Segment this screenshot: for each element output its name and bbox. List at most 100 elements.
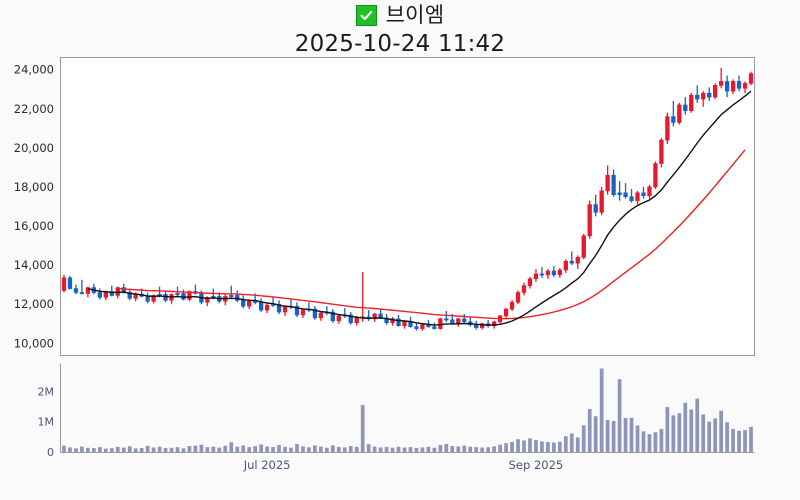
volume-bar — [121, 447, 126, 452]
volume-bar — [731, 428, 735, 452]
candlestick — [617, 181, 622, 201]
volume-bar — [438, 445, 443, 452]
volume-bar — [181, 448, 186, 452]
candlestick — [521, 282, 527, 296]
volume-bar — [641, 431, 646, 452]
candlestick — [635, 190, 640, 205]
volume-bar — [492, 446, 496, 452]
candlestick — [420, 323, 425, 331]
volume-bar — [92, 448, 96, 452]
volume-bar — [313, 445, 317, 452]
candlestick — [659, 138, 664, 168]
candlestick — [480, 322, 485, 330]
candlestick — [569, 251, 574, 266]
volume-bar — [354, 446, 359, 452]
candlestick — [330, 309, 335, 323]
candlestick — [713, 83, 718, 100]
volume-bar — [378, 447, 383, 452]
price-y-tick-label: 14,000 — [14, 258, 54, 272]
volume-bar — [217, 447, 222, 452]
candlestick — [79, 279, 85, 295]
volume-y-axis: 0 1M 2M — [38, 385, 55, 459]
candlestick — [641, 186, 646, 199]
volume-bar — [695, 398, 700, 452]
volume-bar — [671, 415, 676, 452]
volume-bar — [396, 446, 401, 452]
candlestick — [61, 274, 67, 293]
volume-bar — [563, 436, 568, 452]
price-y-axis: 10,000 12,000 14,000 16,000 18,000 20,000 22,0… — [14, 63, 54, 351]
candlestick — [503, 308, 509, 318]
candlestick — [462, 313, 467, 324]
volume-bar — [647, 434, 652, 452]
volume-bar — [516, 439, 520, 452]
volume-bar — [199, 444, 204, 452]
candlestick — [432, 322, 437, 330]
volume-bar — [139, 447, 144, 452]
candlestick — [456, 317, 461, 327]
candlestick — [444, 311, 449, 322]
volume-bar — [169, 447, 174, 452]
candlestick — [742, 81, 748, 94]
volume-bar — [408, 447, 413, 452]
volume-bar — [384, 446, 389, 452]
volume-bar — [665, 407, 670, 452]
chart-timestamp: 2025-10-24 11:42 — [294, 31, 506, 57]
volume-bar — [432, 447, 437, 452]
volume-bar — [235, 446, 240, 452]
volume-bar — [330, 445, 335, 452]
volume-bar — [552, 442, 556, 452]
candlestick — [629, 188, 634, 203]
candlestick — [593, 194, 598, 217]
candlestick — [414, 322, 419, 331]
volume-bar — [689, 409, 694, 452]
volume-bar — [444, 443, 449, 452]
price-panel-background — [60, 57, 755, 356]
chart-header: 브이엠 2025-10-24 11:42 — [0, 0, 800, 58]
volume-bar — [743, 430, 747, 452]
check-mark-icon — [355, 4, 377, 26]
price-y-tick-label: 18,000 — [14, 180, 54, 194]
volume-bar — [157, 446, 162, 452]
volume-bar — [307, 447, 311, 452]
candlestick — [575, 255, 580, 270]
candlestick — [545, 269, 551, 279]
candlestick — [109, 285, 114, 297]
price-y-tick-label: 20,000 — [14, 141, 54, 155]
x-axis: Jul 2025 Sep 2025 — [243, 458, 564, 472]
candlestick — [515, 290, 521, 305]
candlestick — [748, 71, 754, 86]
candlestick — [127, 289, 132, 301]
volume-bar — [175, 447, 180, 452]
volume-bar — [522, 440, 526, 452]
volume-bar — [241, 445, 246, 452]
volume-bar — [504, 443, 508, 452]
volume-bar — [707, 421, 712, 452]
volume-bar — [713, 418, 718, 452]
volume-bar — [301, 446, 305, 452]
volume-bar — [540, 441, 544, 452]
candlestick — [623, 183, 628, 199]
volume-bar — [456, 446, 461, 452]
x-tick-label: Jul 2025 — [243, 458, 291, 472]
volume-bar — [623, 418, 628, 452]
candlestick — [438, 317, 443, 330]
x-tick-label: Sep 2025 — [509, 458, 564, 472]
volume-bar — [289, 447, 293, 452]
volume-bar — [145, 445, 150, 452]
volume-bar — [725, 422, 729, 452]
volume-bar — [575, 437, 580, 452]
volume-bar — [336, 446, 341, 452]
volume-bar — [420, 447, 425, 452]
volume-y-tick-label: 2M — [38, 385, 55, 398]
volume-bar — [360, 404, 365, 452]
volume-bar — [265, 446, 269, 452]
page-title: 브이엠 — [385, 3, 445, 27]
moving-average-lines — [87, 90, 752, 326]
volume-bar — [319, 446, 323, 452]
candlestick — [348, 312, 353, 325]
volume-bar — [109, 448, 114, 452]
volume-bar — [546, 441, 550, 452]
volume-bar — [414, 447, 419, 452]
